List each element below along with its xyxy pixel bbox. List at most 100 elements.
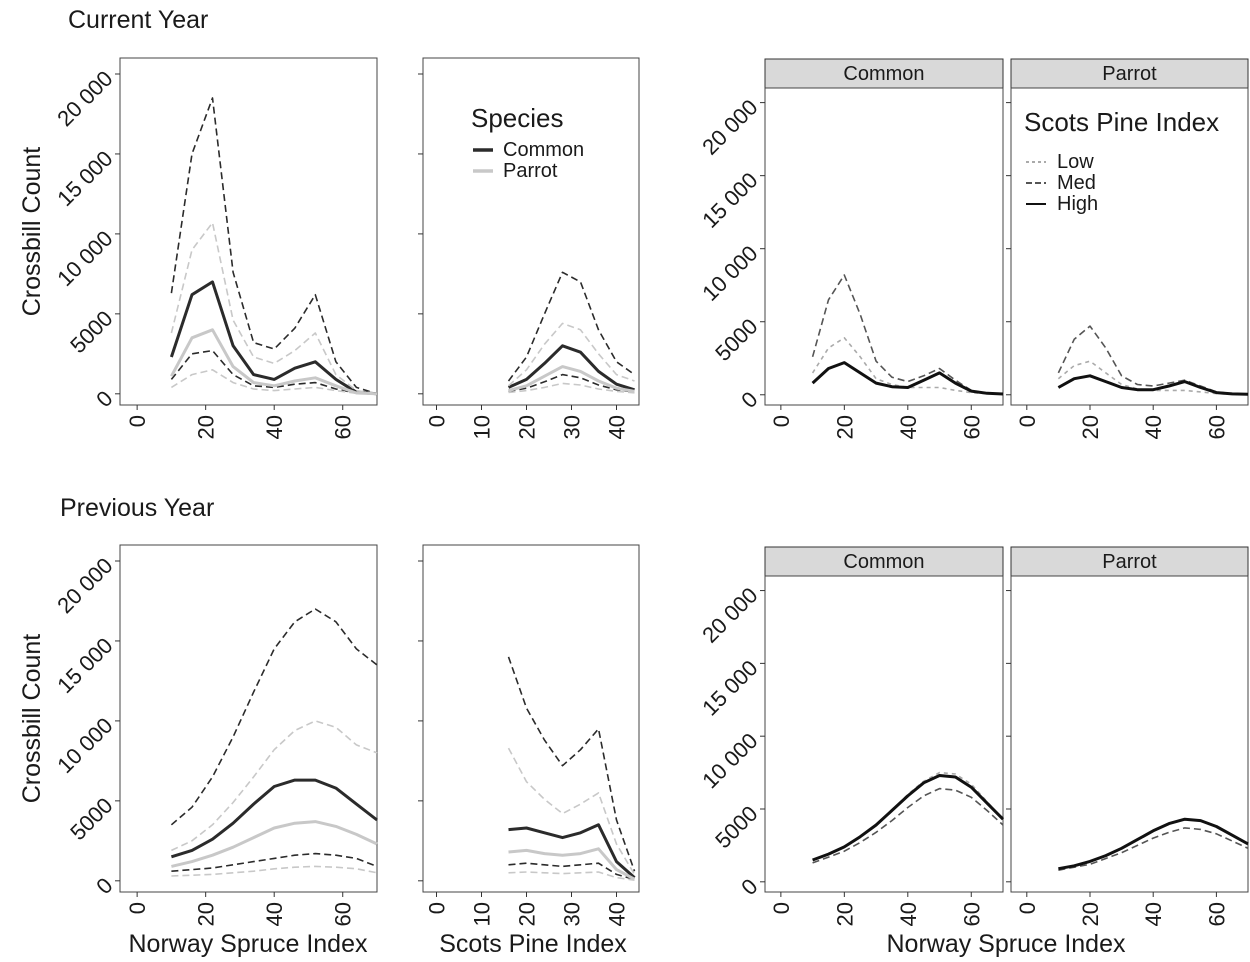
series-line-parrot-lower bbox=[171, 865, 378, 877]
series-line-common bbox=[170, 778, 378, 859]
x-tick-label: 0 bbox=[125, 902, 150, 914]
series-line-med bbox=[812, 787, 1004, 864]
y-tick-label: 0 bbox=[736, 387, 762, 413]
panel-border bbox=[1010, 575, 1249, 893]
series-line-low bbox=[811, 336, 1004, 395]
series-line-med bbox=[811, 274, 1004, 395]
series-line-high bbox=[811, 361, 1004, 396]
x-axis-title-pine: Scots Pine Index bbox=[439, 930, 627, 957]
x-tick-label: 40 bbox=[262, 902, 287, 926]
row-title-previous: Previous Year bbox=[60, 494, 215, 522]
facet-strip-label: Common bbox=[843, 63, 924, 85]
panel-border bbox=[422, 544, 640, 893]
legend-label-med: Med bbox=[1057, 172, 1096, 194]
legend-title-pine: Scots Pine Index bbox=[1024, 107, 1219, 137]
series-line-common-upper bbox=[170, 608, 378, 826]
y-tick-label: 15 000 bbox=[697, 168, 762, 233]
series-line-common-lower bbox=[508, 862, 635, 881]
series-line-parrot bbox=[170, 328, 378, 396]
x-tick-label: 60 bbox=[331, 902, 356, 926]
x-tick-label: 0 bbox=[425, 415, 450, 427]
x-tick-label: 0 bbox=[769, 415, 794, 427]
x-tick-label: 40 bbox=[262, 415, 287, 439]
panel-border bbox=[422, 57, 640, 406]
facet-strip bbox=[1010, 58, 1249, 89]
y-tick-label: 5000 bbox=[710, 801, 762, 853]
panel-border bbox=[764, 87, 1004, 406]
series-line-high bbox=[812, 774, 1005, 862]
facet-strip-label: Parrot bbox=[1102, 63, 1157, 85]
y-tick-label: 10 000 bbox=[697, 728, 762, 793]
series-line-common bbox=[507, 344, 635, 392]
row-title-current: Current Year bbox=[68, 6, 209, 34]
y-tick-label: 5000 bbox=[65, 306, 117, 358]
x-tick-label: 0 bbox=[125, 415, 150, 427]
x-tick-label: 60 bbox=[331, 415, 356, 439]
x-tick-label: 0 bbox=[1015, 415, 1040, 427]
x-tick-label: 40 bbox=[896, 902, 921, 926]
series-line-parrot-lower bbox=[170, 368, 378, 395]
x-tick-label: 60 bbox=[959, 415, 984, 439]
series-line-common-upper bbox=[170, 97, 378, 395]
series-line-high bbox=[1058, 817, 1249, 871]
y-tick-label: 20 000 bbox=[697, 582, 762, 647]
x-tick-label: 20 bbox=[194, 415, 219, 439]
y-tick-label: 10 000 bbox=[52, 226, 117, 291]
panel-border bbox=[119, 57, 378, 406]
x-tick-label: 40 bbox=[896, 415, 921, 439]
series-line-parrot-upper bbox=[171, 720, 378, 852]
x-tick-label: 20 bbox=[1078, 902, 1103, 926]
legend-label-parrot: Parrot bbox=[503, 160, 558, 182]
x-tick-label: 30 bbox=[560, 415, 585, 439]
y-tick-label: 10 000 bbox=[52, 713, 117, 778]
series-line-high bbox=[1057, 374, 1249, 396]
series-line-parrot bbox=[508, 365, 635, 393]
x-axis-title-facet: Norway Spruce Index bbox=[886, 930, 1126, 957]
x-tick-label: 0 bbox=[425, 902, 450, 914]
y-tick-label: 15 000 bbox=[52, 633, 117, 698]
x-tick-label: 60 bbox=[1204, 415, 1229, 439]
series-line-common-upper bbox=[507, 656, 636, 872]
x-tick-label: 20 bbox=[515, 415, 540, 439]
series-line-parrot-upper bbox=[170, 221, 378, 395]
y-axis-title: Crossbill Count bbox=[18, 634, 46, 804]
x-tick-label: 20 bbox=[515, 902, 540, 926]
series-line-parrot-lower bbox=[508, 871, 635, 881]
series-line-common-lower bbox=[170, 349, 378, 395]
x-tick-label: 0 bbox=[1015, 902, 1040, 914]
legend-label-common: Common bbox=[503, 139, 584, 161]
y-tick-label: 15 000 bbox=[52, 146, 117, 211]
series-line-med bbox=[1058, 827, 1249, 871]
series-line-parrot bbox=[508, 847, 636, 881]
series-line-med bbox=[1057, 325, 1249, 396]
y-axis-title: Crossbill Count bbox=[18, 147, 46, 317]
x-tick-label: 30 bbox=[560, 902, 585, 926]
y-tick-label: 5000 bbox=[710, 314, 762, 366]
x-tick-label: 60 bbox=[959, 902, 984, 926]
x-tick-label: 10 bbox=[470, 415, 495, 439]
y-tick-label: 10 000 bbox=[697, 241, 762, 306]
x-tick-label: 20 bbox=[194, 902, 219, 926]
x-axis-title-spruce: Norway Spruce Index bbox=[128, 930, 368, 957]
y-tick-label: 0 bbox=[91, 386, 117, 412]
y-tick-label: 20 000 bbox=[52, 553, 117, 618]
panel-border bbox=[1010, 87, 1249, 406]
x-tick-label: 40 bbox=[1141, 415, 1166, 439]
y-tick-label: 0 bbox=[736, 874, 762, 900]
facet-strip bbox=[764, 546, 1004, 577]
x-tick-label: 60 bbox=[1204, 902, 1229, 926]
panel-border bbox=[119, 544, 378, 893]
x-tick-label: 20 bbox=[832, 415, 857, 439]
legend-title-species: Species bbox=[471, 103, 564, 133]
legend-label-high: High bbox=[1057, 193, 1098, 215]
facet-strip bbox=[1010, 546, 1249, 577]
y-tick-label: 20 000 bbox=[697, 94, 762, 159]
series-line-common bbox=[508, 823, 636, 879]
series-line-parrot bbox=[171, 820, 378, 868]
x-tick-label: 40 bbox=[605, 902, 630, 926]
facet-strip-label: Parrot bbox=[1102, 551, 1157, 573]
facet-strip-label: Common bbox=[843, 551, 924, 573]
y-tick-label: 5000 bbox=[65, 793, 117, 845]
